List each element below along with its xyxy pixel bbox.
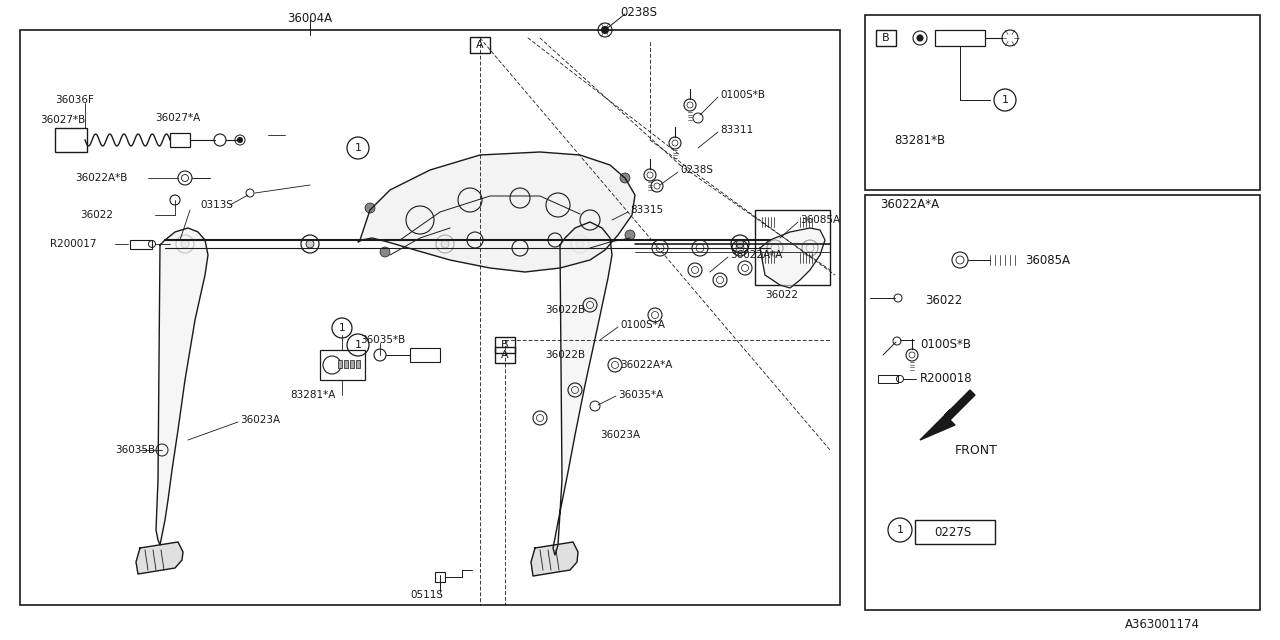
- Polygon shape: [136, 542, 183, 574]
- Text: 36022A*A: 36022A*A: [881, 198, 940, 211]
- Circle shape: [576, 240, 584, 248]
- Bar: [876, 30, 896, 46]
- Text: 83281*B: 83281*B: [895, 134, 946, 147]
- Bar: [20, 30, 840, 605]
- Circle shape: [380, 247, 390, 257]
- Text: 36023A: 36023A: [600, 430, 640, 440]
- Text: 36022A*B: 36022A*B: [76, 173, 128, 183]
- Bar: [435, 572, 445, 582]
- Circle shape: [620, 173, 630, 183]
- Polygon shape: [553, 222, 612, 555]
- Text: 36085A: 36085A: [1025, 253, 1070, 266]
- Text: 83281*A: 83281*A: [291, 390, 335, 400]
- Polygon shape: [920, 390, 975, 440]
- Bar: [55, 128, 87, 152]
- Bar: [356, 360, 360, 368]
- Circle shape: [625, 230, 635, 240]
- Bar: [470, 37, 490, 53]
- Text: 36022B: 36022B: [545, 350, 585, 360]
- Text: 0238S: 0238S: [680, 165, 713, 175]
- Text: 36022: 36022: [925, 294, 963, 307]
- Text: 36027*B: 36027*B: [40, 115, 86, 125]
- Text: A363001174: A363001174: [1125, 618, 1201, 632]
- Text: 1: 1: [355, 143, 361, 153]
- Text: 36035B: 36035B: [115, 445, 155, 455]
- Text: 0100S*B: 0100S*B: [920, 339, 972, 351]
- Circle shape: [306, 240, 314, 248]
- Text: 36022: 36022: [765, 290, 797, 300]
- Bar: [170, 133, 189, 147]
- Text: 36085A: 36085A: [800, 215, 840, 225]
- Text: 1: 1: [1001, 95, 1009, 105]
- Text: FRONT: FRONT: [955, 444, 998, 456]
- Circle shape: [736, 240, 744, 248]
- Bar: [320, 350, 365, 380]
- Text: R200018: R200018: [920, 372, 973, 385]
- Polygon shape: [531, 542, 579, 576]
- Polygon shape: [358, 152, 635, 272]
- Bar: [495, 337, 515, 353]
- Circle shape: [180, 240, 189, 248]
- Bar: [915, 520, 995, 544]
- Bar: [338, 360, 342, 368]
- Text: 1: 1: [355, 340, 361, 350]
- Bar: [934, 30, 986, 46]
- Text: 36022: 36022: [79, 210, 113, 220]
- Circle shape: [602, 26, 608, 33]
- Text: R200017: R200017: [50, 239, 96, 249]
- Bar: [131, 240, 152, 249]
- Text: 36022A*A: 36022A*A: [620, 360, 672, 370]
- Text: 0313S: 0313S: [200, 200, 233, 210]
- Text: 83315: 83315: [630, 205, 663, 215]
- Text: 0238S: 0238S: [620, 6, 657, 19]
- Text: A: A: [476, 40, 484, 50]
- Text: 1: 1: [896, 525, 904, 535]
- Text: 0511S: 0511S: [410, 590, 443, 600]
- Text: 36035*A: 36035*A: [618, 390, 663, 400]
- Text: 83311: 83311: [719, 125, 753, 135]
- Text: 0100S*B: 0100S*B: [719, 90, 765, 100]
- Text: 36035*B: 36035*B: [360, 335, 406, 345]
- Polygon shape: [760, 228, 826, 288]
- Text: 36022B: 36022B: [545, 305, 585, 315]
- Bar: [865, 15, 1260, 190]
- Bar: [878, 375, 899, 383]
- Text: 36027*A: 36027*A: [155, 113, 200, 123]
- Circle shape: [442, 240, 449, 248]
- Bar: [495, 347, 515, 363]
- Bar: [865, 195, 1260, 610]
- Circle shape: [916, 35, 923, 41]
- Text: B: B: [502, 340, 509, 350]
- Bar: [344, 360, 348, 368]
- Circle shape: [238, 138, 242, 143]
- Text: 0100S*A: 0100S*A: [620, 320, 666, 330]
- Text: 36023A: 36023A: [241, 415, 280, 425]
- Text: 36004A: 36004A: [288, 12, 333, 24]
- Text: 36022A*A: 36022A*A: [730, 250, 782, 260]
- Text: B: B: [882, 33, 890, 43]
- Text: 1: 1: [339, 323, 346, 333]
- Bar: [755, 210, 829, 285]
- Circle shape: [365, 203, 375, 213]
- Text: 36036F: 36036F: [55, 95, 93, 105]
- Bar: [349, 360, 355, 368]
- Text: A: A: [502, 350, 509, 360]
- Text: 0227S: 0227S: [934, 525, 972, 538]
- Bar: [410, 348, 440, 362]
- Polygon shape: [156, 228, 207, 545]
